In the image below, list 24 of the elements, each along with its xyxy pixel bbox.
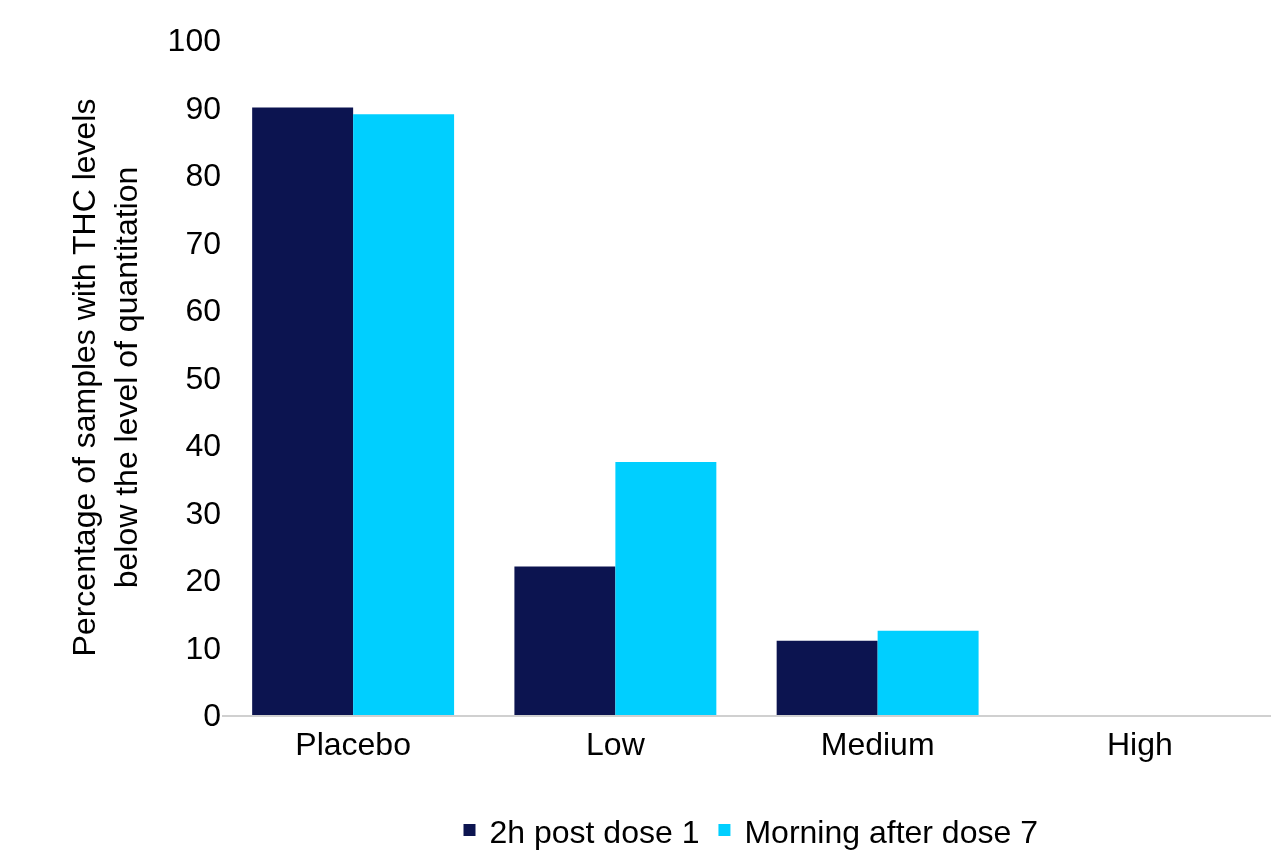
y-tick-label: 10 [185,629,221,666]
y-tick-label: 90 [185,89,221,126]
bar [615,461,717,715]
x-tick-label: High [1106,726,1173,763]
y-tick-label: 70 [185,224,221,261]
bar [776,640,878,715]
x-tick-label: Low [586,726,646,763]
bar [353,114,455,715]
bar [514,566,616,715]
y-tick-label: 50 [185,359,221,396]
legend-label: Morning after dose 7 [744,813,1038,850]
y-axis-title: Percentage of samples with THC levels below the level of quantitation [66,98,144,657]
x-tick-label: Medium [820,726,935,763]
y-tick-label: 100 [167,22,221,59]
y-tick-label: 0 [203,697,221,734]
y-tick-label: 80 [185,157,221,194]
x-tick-label: Placebo [295,726,411,763]
y-tick-label: 60 [185,292,221,329]
y-tick-label: 40 [185,427,221,464]
bar [877,630,979,715]
legend-label: 2h post dose 1 [489,813,700,850]
bar [252,107,354,715]
y-tick-label: 30 [185,494,221,531]
y-tick-label: 20 [185,562,221,599]
